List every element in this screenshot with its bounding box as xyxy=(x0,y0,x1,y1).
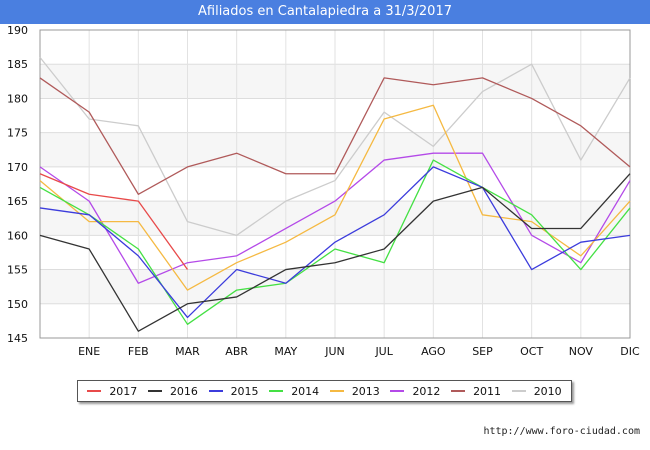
series-line-2013 xyxy=(39,104,631,291)
y-tick-label: 155 xyxy=(7,264,28,277)
legend-item-2011: 2011 xyxy=(451,385,501,398)
x-tick-label: MAY xyxy=(274,345,297,358)
x-tick-label: OCT xyxy=(520,345,543,358)
gridlines xyxy=(40,29,631,339)
legend: 2017 2016 2015 2014 2013 2012 2011 2010 xyxy=(77,380,572,402)
legend-swatch xyxy=(329,390,344,392)
series-line-2014 xyxy=(39,159,631,325)
y-tick-label: 165 xyxy=(7,195,28,208)
legend-swatch xyxy=(511,390,526,392)
x-tick-label: SEP xyxy=(472,345,493,358)
y-tick-label: 175 xyxy=(7,127,28,140)
legend-label: 2013 xyxy=(351,384,380,398)
series-lines xyxy=(39,56,631,332)
plot-frame xyxy=(39,29,631,339)
y-tick-label: 170 xyxy=(7,161,28,174)
x-axis-ticks: ENE FEB MAR ABR MAY JUN JUL AGO SEP OCT NOV DIC xyxy=(78,345,640,358)
series-line-2017 xyxy=(39,173,189,270)
legend-item-2010: 2010 xyxy=(511,384,562,398)
legend-swatch xyxy=(147,390,162,392)
series-line-2016 xyxy=(39,173,631,332)
series-line-2015 xyxy=(39,166,631,319)
x-tick-label: DIC xyxy=(620,345,640,358)
footer-url[interactable]: http://www.foro-ciudad.com xyxy=(483,426,640,437)
legend-swatch xyxy=(390,390,405,392)
plot-border xyxy=(39,29,631,339)
legend-item-2017: 2017 xyxy=(87,385,137,398)
legend-swatch xyxy=(451,390,466,392)
legend-label: 2011 xyxy=(473,384,502,398)
legend-item-2012: 2012 xyxy=(390,385,440,398)
series-line-2010 xyxy=(39,56,631,236)
legend-label: 2015 xyxy=(230,384,259,398)
legend-item-2013: 2013 xyxy=(329,384,380,398)
x-tick-label: AGO xyxy=(421,345,446,358)
series-line-2012 xyxy=(39,152,631,284)
legend-label: 2012 xyxy=(412,384,441,398)
x-tick-label: FEB xyxy=(128,345,149,358)
series-line-2011 xyxy=(39,77,631,195)
chart-title: Afiliados en Cantalapiedra a 31/3/2017 xyxy=(0,0,650,24)
legend-label: 2017 xyxy=(109,384,138,398)
legend-label: 2010 xyxy=(533,384,562,398)
legend-label: 2016 xyxy=(169,384,198,398)
y-tick-label: 145 xyxy=(7,332,28,345)
legend-label: 2014 xyxy=(291,384,320,398)
x-tick-label: JUN xyxy=(324,345,345,358)
y-tick-label: 190 xyxy=(7,24,28,37)
y-tick-label: 180 xyxy=(7,92,28,105)
y-tick-label: 150 xyxy=(7,298,28,311)
legend-swatch xyxy=(269,390,284,392)
x-tick-label: JUL xyxy=(374,345,393,358)
x-tick-label: NOV xyxy=(569,345,594,358)
y-axis-ticks: 145 150 155 160 165 170 175 180 185 190 xyxy=(7,24,28,345)
legend-item-2016: 2016 xyxy=(147,384,198,398)
legend-swatch xyxy=(87,390,102,392)
legend-item-2015: 2015 xyxy=(208,384,259,398)
x-tick-label: ENE xyxy=(78,345,100,358)
legend-swatch xyxy=(208,390,223,392)
x-tick-label: MAR xyxy=(175,345,200,358)
y-tick-label: 185 xyxy=(7,58,28,71)
legend-item-2014: 2014 xyxy=(269,385,319,398)
y-tick-label: 160 xyxy=(7,229,28,242)
x-tick-label: ABR xyxy=(225,345,248,358)
